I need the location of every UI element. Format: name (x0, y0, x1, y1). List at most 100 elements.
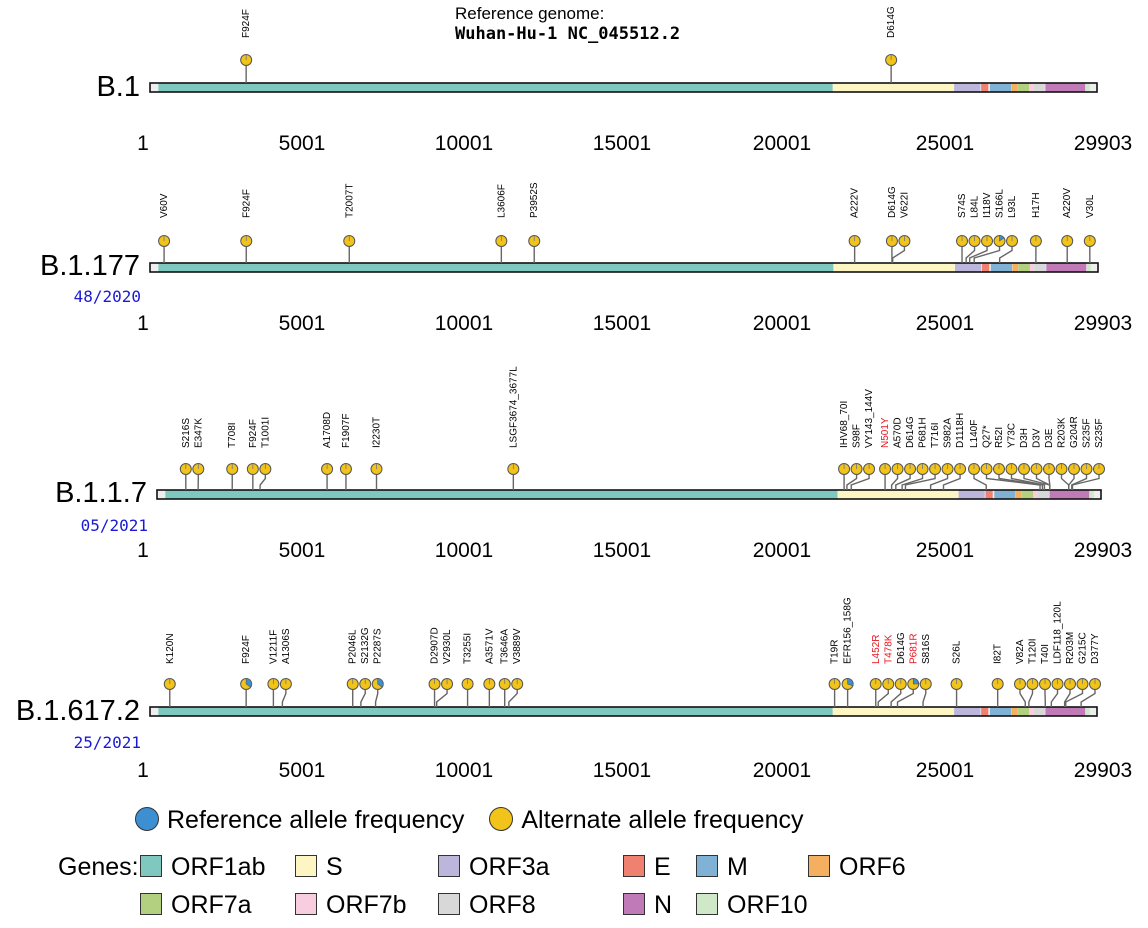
mutation-marker: L3606F (495, 184, 508, 263)
lineage-name: B.1 (96, 71, 140, 103)
mutation-label: A220V (1062, 188, 1073, 218)
mutation-label: LSGF3674_3677L (508, 366, 519, 448)
gene-segment-orf6 (1011, 83, 1018, 92)
gene-segment-orf1ab (158, 263, 834, 272)
mutation-marker: V622I (891, 192, 911, 263)
mutation-label: I2230T (372, 417, 383, 448)
gene-segment-orf7b (1029, 83, 1034, 92)
axis-tick-label: 15001 (593, 759, 651, 782)
mutation-stem (973, 474, 987, 490)
mutation-label: G215C (1078, 632, 1089, 664)
mutation-marker: S216S (179, 418, 192, 490)
mutation-marker: S26L (950, 640, 963, 707)
gene-segment-e (981, 83, 989, 92)
mutation-marker: A222V (848, 188, 861, 263)
mutation-stem (1019, 689, 1026, 707)
gene-segment-e (982, 263, 990, 272)
mutation-marker: H17H (1029, 192, 1042, 263)
mutation-marker: T2007T (343, 184, 356, 263)
mutation-marker: S235F (1071, 419, 1105, 490)
genome-bar-outline (156, 489, 1102, 500)
reference-genome-label: Reference genome: (455, 4, 605, 23)
mutation-marker: R52I (993, 427, 1044, 490)
mutation-stem (259, 474, 267, 490)
mutation-stem (360, 689, 366, 707)
reference-allele-wedge (912, 678, 920, 685)
mutation-stem (1068, 474, 1075, 490)
gene-legend-label: ORF7a (171, 891, 252, 919)
mutation-label: I118V (982, 192, 993, 218)
mutation-label: D614G (896, 632, 907, 664)
gene-segment-m (989, 83, 1012, 92)
mutation-stem (1048, 474, 1051, 490)
gene-swatch-icon (295, 893, 317, 915)
mutation-label: F924F (241, 9, 252, 38)
gene-segment-n (1045, 707, 1086, 716)
mutation-stem (973, 246, 1001, 263)
genome-bar-outline (149, 706, 1098, 717)
mutation-marker: T120I (1026, 638, 1039, 707)
axis-tick-label: 10001 (435, 759, 493, 782)
mutation-marker: A220V (1061, 188, 1074, 263)
gene-legend-item-orf6: ORF6 (808, 853, 906, 882)
lineage-week: 48/2020 (74, 287, 141, 306)
mutation-marker: D614G (895, 416, 917, 490)
gene-segment-m (994, 490, 1016, 499)
mutation-marker: G204R (1068, 416, 1080, 490)
axis-tick-label: 20001 (753, 132, 811, 155)
mutation-label: S982A (943, 418, 954, 448)
axis-tick-label: 5001 (279, 132, 326, 155)
mutation-label: D3V (1032, 428, 1043, 448)
mutation-label: D377Y (1090, 633, 1101, 664)
mutation-label: T3255I (463, 633, 474, 664)
mutation-stem (281, 689, 287, 707)
gene-legend-item-orf10: ORF10 (696, 891, 808, 920)
legend-reference-label: Reference allele frequency (167, 806, 465, 834)
mutation-marker: S982A (929, 418, 954, 490)
axis-tick-label: 20001 (753, 539, 811, 562)
gene-segment-m (990, 263, 1013, 272)
mutation-marker: LSGF3674_3677L (507, 366, 520, 490)
axis-tick-label: 15001 (593, 539, 651, 562)
mutation-marker: V82A (1014, 639, 1026, 707)
gene-legend-item-e: E (623, 853, 671, 882)
gene-legend-item-s: S (295, 853, 343, 882)
gene-swatch-icon (295, 855, 317, 877)
mutation-marker: F924F (240, 189, 253, 263)
gene-legend-item-orf7b: ORF7b (295, 891, 407, 920)
mutation-label: A222V (850, 188, 861, 218)
mutation-label: S166L (995, 189, 1006, 218)
mutation-label: P681R (908, 633, 919, 664)
mutation-label: K120N (165, 633, 176, 664)
mutation-label: S816S (921, 634, 932, 664)
mutation-stem (942, 474, 961, 490)
mutation-label: P2046L (348, 629, 359, 664)
axis-tick-label: 10001 (435, 539, 493, 562)
mutation-marker: S816S (919, 634, 932, 707)
mutation-label: V30L (1085, 194, 1096, 218)
mutation-marker: E347K (192, 418, 205, 490)
gene-swatch-icon (623, 893, 645, 915)
mutation-marker: Q27* (980, 425, 1041, 490)
mutation-marker: T708I (226, 422, 239, 490)
reference-allele-icon (135, 807, 159, 831)
gene-segment-n (1046, 263, 1087, 272)
gene-segment-orf7b (1029, 263, 1035, 272)
axis-tick-label: 5001 (279, 312, 326, 335)
mutation-label: L3606F (496, 184, 507, 218)
mutation-marker: F924F (240, 635, 253, 707)
gene-legend-label: ORF7b (326, 891, 407, 919)
gene-segment-s (833, 263, 955, 272)
mutation-marker: V3889V (508, 628, 524, 707)
gene-swatch-icon (696, 893, 718, 915)
mutation-label: D3E (1044, 428, 1055, 448)
mutation-stem (1065, 689, 1084, 707)
genome-bar-outline (149, 262, 1099, 273)
gene-legend-item-orf7a: ORF7a (140, 891, 252, 920)
mutation-stem (890, 689, 902, 707)
mutation-label: D3H (1019, 428, 1030, 448)
genome-bar-outline (149, 82, 1098, 93)
mutation-label: S26L (952, 640, 963, 664)
